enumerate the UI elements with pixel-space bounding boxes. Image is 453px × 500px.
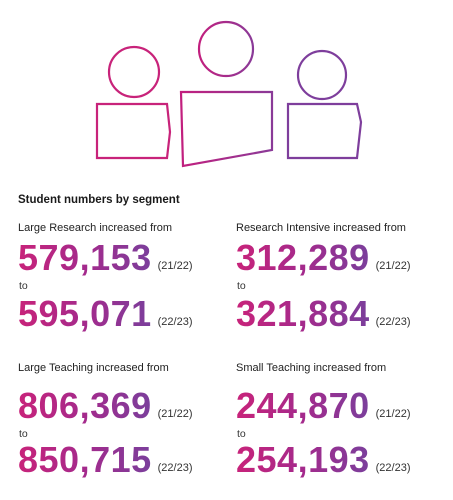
segment-title: Small Teaching increased from xyxy=(236,362,387,374)
section-heading: Student numbers by segment xyxy=(18,194,180,206)
to-label: to xyxy=(19,428,28,440)
to-year: (22/23) xyxy=(375,316,411,328)
segment-research-intensive: Research Intensive increased from 312,28… xyxy=(236,222,451,342)
to-row: 595,071 (22/23) xyxy=(18,296,193,332)
to-label: to xyxy=(19,280,28,292)
from-row: 806,369 (21/22) xyxy=(18,388,193,424)
from-value: 579,153 xyxy=(18,237,152,278)
segment-small-teaching: Small Teaching increased from 244,870 (2… xyxy=(236,362,451,482)
from-row: 579,153 (21/22) xyxy=(18,240,193,276)
to-year: (22/23) xyxy=(375,462,411,474)
to-row: 254,193 (22/23) xyxy=(236,442,411,478)
from-value: 312,289 xyxy=(236,237,370,278)
right-person-body xyxy=(286,102,363,160)
to-value: 850,715 xyxy=(18,439,152,480)
from-year: (21/22) xyxy=(157,408,193,420)
to-row: 850,715 (22/23) xyxy=(18,442,193,478)
segment-title: Large Research increased from xyxy=(18,222,173,234)
to-year: (22/23) xyxy=(157,462,193,474)
to-row: 321,884 (22/23) xyxy=(236,296,411,332)
from-value: 806,369 xyxy=(18,385,152,426)
three-people-icon xyxy=(95,20,363,168)
right-person-head xyxy=(296,49,348,101)
from-year: (21/22) xyxy=(157,260,193,272)
segment-large-teaching: Large Teaching increased from 806,369 (2… xyxy=(18,362,233,482)
from-row: 244,870 (21/22) xyxy=(236,388,411,424)
to-label: to xyxy=(237,280,246,292)
to-value: 595,071 xyxy=(18,293,152,334)
middle-person-head xyxy=(197,20,255,78)
to-value: 254,193 xyxy=(236,439,370,480)
left-person-head xyxy=(107,45,161,99)
from-row: 312,289 (21/22) xyxy=(236,240,411,276)
segment-large-research: Large Research increased from 579,153 (2… xyxy=(18,222,233,342)
to-value: 321,884 xyxy=(236,293,370,334)
to-year: (22/23) xyxy=(157,316,193,328)
from-value: 244,870 xyxy=(236,385,370,426)
segment-title: Large Teaching increased from xyxy=(18,362,169,374)
left-person-body xyxy=(95,102,172,160)
segment-title: Research Intensive increased from xyxy=(236,222,406,234)
middle-person-body xyxy=(179,90,274,168)
from-year: (21/22) xyxy=(375,408,411,420)
from-year: (21/22) xyxy=(375,260,411,272)
to-label: to xyxy=(237,428,246,440)
